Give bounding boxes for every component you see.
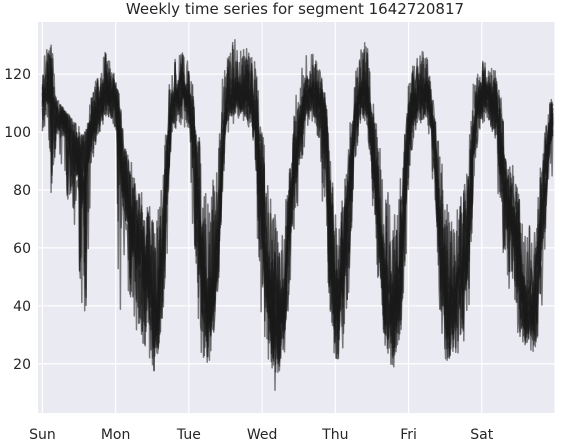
x-tick-label: Fri (400, 427, 417, 440)
y-axis: 20 40 60 80 100 120 (4, 67, 31, 373)
y-tick-label: 80 (13, 183, 31, 199)
series-line (41, 39, 554, 372)
series-line (41, 44, 554, 366)
series-group (41, 39, 554, 391)
y-tick-label: 20 (13, 357, 31, 373)
y-tick-label: 60 (13, 241, 31, 257)
y-tick-label: 40 (13, 299, 31, 315)
x-tick-label: Sun (29, 427, 56, 440)
chart-title: Weekly time series for segment 164272081… (126, 0, 464, 18)
x-tick-label: Sat (470, 427, 493, 440)
y-tick-label: 120 (4, 67, 31, 83)
y-tick-label: 100 (4, 125, 31, 141)
x-tick-label: Tue (176, 427, 201, 440)
x-axis: Sun Mon Tue Wed Thu Fri Sat (29, 427, 494, 440)
x-tick-label: Wed (247, 427, 278, 440)
x-tick-label: Mon (101, 427, 131, 440)
x-tick-label: Thu (321, 427, 348, 440)
